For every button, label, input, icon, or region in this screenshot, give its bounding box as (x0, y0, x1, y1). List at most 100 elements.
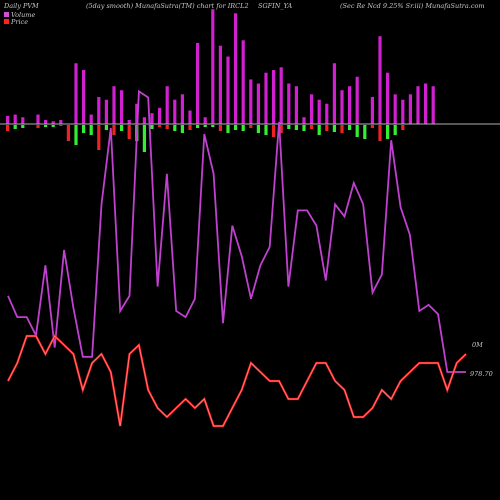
volume-bar (332, 63, 336, 124)
flow-bar (13, 125, 17, 129)
volume-bar (408, 94, 412, 124)
flow-bar (234, 125, 238, 130)
flow-bar (241, 125, 245, 131)
flow-bar (317, 125, 321, 135)
volume-bar (150, 113, 154, 124)
flow-bar (36, 125, 40, 128)
volume-axis-label: 0M (472, 341, 483, 349)
flow-bar (386, 125, 390, 139)
volume-legend-label: Volume (11, 11, 35, 19)
flow-bar (272, 125, 276, 137)
flow-bar (249, 125, 253, 128)
flow-bar (256, 125, 260, 133)
flow-bar (325, 125, 329, 131)
flow-bar (59, 125, 63, 126)
volume-bar (196, 43, 200, 124)
volume-bar (340, 90, 344, 124)
flow-bar (287, 125, 291, 129)
flow-bar (355, 125, 359, 137)
flow-bar (82, 125, 86, 133)
volume-bar (21, 117, 25, 124)
flow-bar (21, 125, 25, 128)
flow-bar (378, 125, 382, 141)
volume-bar (370, 97, 374, 124)
flow-bar (158, 125, 162, 127)
volume-bar (13, 114, 17, 124)
volume-bar (294, 86, 298, 124)
security-description: (Sec Re Ncd 9.25% Sr.iii) MunafaSutra.co… (340, 2, 485, 10)
price-axis-label: 978.70 (470, 370, 493, 378)
flow-bar (348, 125, 352, 130)
volume-bar (104, 99, 108, 124)
chart-type-label: Daily PVM (3, 2, 39, 10)
flow-bar (294, 125, 298, 130)
flow-bar (180, 125, 184, 133)
volume-bar (317, 99, 321, 124)
volume-bar (203, 117, 207, 124)
volume-bar (89, 114, 93, 124)
flow-bar (370, 125, 374, 128)
volume-bar (51, 121, 55, 124)
flow-bar (218, 125, 222, 131)
flow-bar (264, 125, 268, 135)
lines-group (7, 89, 467, 428)
volume-bar (226, 56, 230, 124)
volume-bar (302, 117, 306, 124)
flow-bar (120, 125, 124, 131)
price-legend-label: Price (10, 18, 28, 26)
volume-bar (256, 83, 260, 124)
flow-bar (173, 125, 177, 131)
volume-bar (82, 70, 86, 124)
flow-bar (51, 125, 55, 127)
flow-bar (226, 125, 230, 133)
volume-bar (211, 9, 215, 124)
flow-bar (165, 125, 169, 129)
flow-bar (97, 125, 101, 150)
volume-bar (158, 107, 162, 124)
flow-bar (332, 125, 336, 132)
volume-bar (272, 70, 276, 124)
volume-bar (393, 94, 397, 124)
volume-bar (386, 72, 390, 124)
volume-bar (287, 83, 291, 124)
volume-line (7, 89, 466, 373)
price-legend-swatch (4, 19, 9, 24)
volume-bar (127, 119, 131, 124)
chart-title: (5day smooth) MunafaSutra(TM) chart for … (86, 2, 249, 10)
flow-bar (6, 125, 10, 131)
volume-bars-group (6, 9, 435, 152)
flow-bar (142, 125, 146, 152)
flow-bar (211, 125, 215, 127)
flow-bar (188, 125, 192, 130)
volume-bar (180, 94, 184, 124)
volume-bar (218, 45, 222, 125)
volume-bar (173, 99, 177, 124)
flow-bar (363, 125, 367, 139)
volume-bar (74, 63, 78, 124)
volume-bar (348, 86, 352, 124)
volume-legend-swatch (4, 12, 9, 17)
volume-bar (97, 97, 101, 124)
volume-bar (112, 86, 116, 124)
flow-bar (340, 125, 344, 133)
volume-bar (234, 13, 238, 124)
flow-bar (104, 125, 108, 130)
volume-bar (431, 86, 435, 124)
volume-bar (378, 36, 382, 124)
volume-bar (36, 114, 40, 124)
volume-bar (424, 83, 428, 124)
volume-bar (355, 76, 359, 124)
volume-bar (264, 72, 268, 124)
volume-bar (401, 99, 405, 124)
volume-bar (44, 119, 48, 124)
flow-bar (127, 125, 131, 139)
volume-bar (59, 119, 63, 124)
flow-bar (74, 125, 78, 145)
volume-bar (135, 103, 139, 124)
flow-bar (150, 125, 154, 129)
flow-bar (279, 125, 283, 133)
volume-bar (142, 117, 146, 124)
flow-bar (203, 125, 207, 127)
volume-bar (241, 40, 245, 124)
volume-bar (325, 103, 329, 124)
